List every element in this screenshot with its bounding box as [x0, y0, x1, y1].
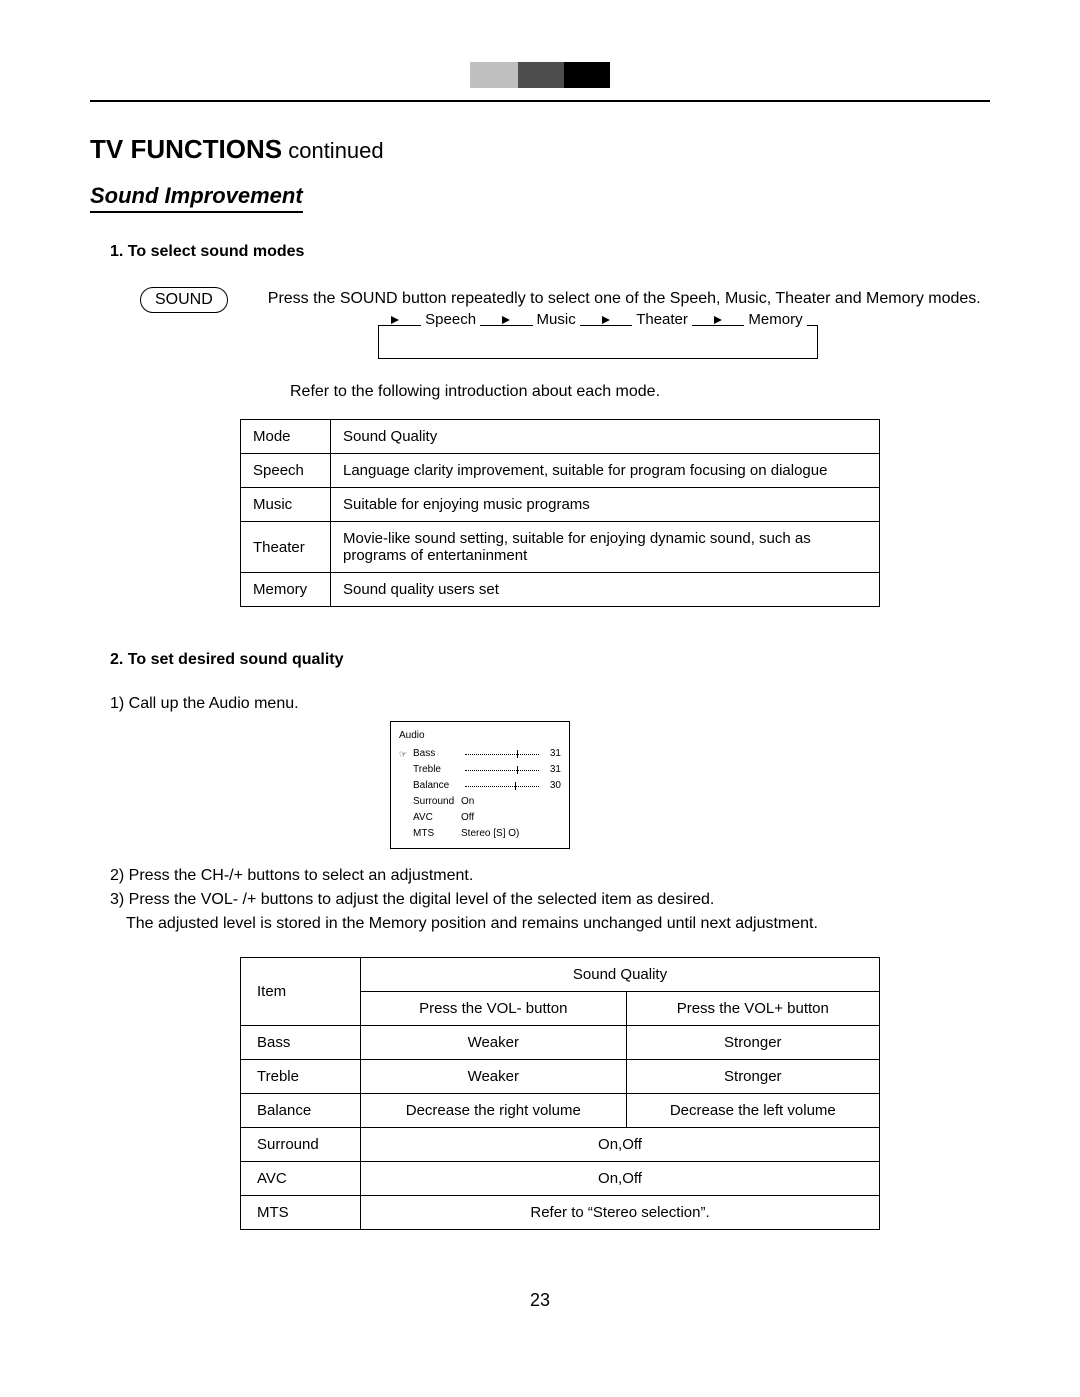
item-cell: AVC — [241, 1162, 361, 1196]
quality-head-item: Item — [241, 958, 361, 1026]
section-heading: Sound Improvement — [90, 183, 303, 213]
mode-cell: Memory — [241, 573, 331, 607]
cycle-mode-label: Speech — [421, 309, 480, 332]
audio-value: 30 — [543, 778, 561, 794]
vol-minus-cell: Decrease the right volume — [361, 1094, 627, 1128]
item-cell: MTS — [241, 1196, 361, 1230]
quality-head-minus: Press the VOL- button — [361, 992, 627, 1026]
audio-row-label: Treble — [413, 762, 461, 778]
audio-menu-row: Balance 30 — [399, 778, 561, 794]
vol-plus-cell: Stronger — [626, 1026, 879, 1060]
modes-head-quality: Sound Quality — [331, 420, 880, 454]
audio-menu-title: Audio — [399, 728, 561, 744]
sound-modes-table: Mode Sound Quality SpeechLanguage clarit… — [240, 419, 880, 607]
audio-menu-row: Treble 31 — [399, 762, 561, 778]
section1-title: 1. To select sound modes — [110, 243, 990, 261]
table-row: MTSRefer to “Stereo selection”. — [241, 1196, 880, 1230]
vol-minus-cell: Weaker — [361, 1026, 627, 1060]
table-row: TrebleWeakerStronger — [241, 1060, 880, 1094]
sound-quality-table: Item Sound Quality Press the VOL- button… — [240, 957, 880, 1230]
table-row: BalanceDecrease the right volumeDecrease… — [241, 1094, 880, 1128]
audio-value-text: Off — [461, 810, 561, 826]
quality-head-sq: Sound Quality — [361, 958, 880, 992]
audio-value-text: Stereo [S] O) — [461, 826, 561, 842]
mode-cycle-diagram: SpeechMusicTheaterMemory — [378, 325, 818, 359]
step2: 2) Press the CH-/+ buttons to select an … — [110, 867, 990, 885]
vol-plus-cell: Decrease the left volume — [626, 1094, 879, 1128]
vol-plus-cell: Stronger — [626, 1060, 879, 1094]
quality-head-plus: Press the VOL+ button — [626, 992, 879, 1026]
audio-menu-row: AVCOff — [399, 810, 561, 826]
page-number: 23 — [90, 1290, 990, 1311]
quality-cell: Sound quality users set — [331, 573, 880, 607]
quality-cell: Movie-like sound setting, suitable for e… — [331, 522, 880, 573]
sound-button-row: SOUND Press the SOUND button repeatedly … — [140, 287, 990, 359]
step1: 1) Call up the Audio menu. — [110, 695, 990, 713]
modes-head-mode: Mode — [241, 420, 331, 454]
header-rule — [90, 100, 990, 102]
page-title: TV FUNCTIONS continued — [90, 134, 990, 165]
audio-value: 31 — [543, 746, 561, 762]
step3b: The adjusted level is stored in the Memo… — [126, 915, 990, 933]
item-cell: Bass — [241, 1026, 361, 1060]
title-continued: continued — [282, 138, 384, 163]
audio-menu-row: MTSStereo [S] O) — [399, 826, 561, 842]
table-row: AVCOn,Off — [241, 1162, 880, 1196]
audio-value: 31 — [543, 762, 561, 778]
audio-value-text: On — [461, 794, 561, 810]
item-cell: Surround — [241, 1128, 361, 1162]
title-bold: TV FUNCTIONS — [90, 134, 282, 164]
page-content: TV FUNCTIONS continued Sound Improvement… — [0, 134, 1080, 1351]
item-cell: Treble — [241, 1060, 361, 1094]
item-cell: Balance — [241, 1094, 361, 1128]
mode-cell: Music — [241, 488, 331, 522]
header-redaction — [0, 0, 1080, 100]
cycle-mode-label: Music — [533, 309, 580, 332]
audio-row-label: MTS — [413, 826, 461, 842]
table-row: MemorySound quality users set — [241, 573, 880, 607]
sound-intro-text: Press the SOUND button repeatedly to sel… — [268, 287, 990, 359]
quality-span-cell: On,Off — [361, 1128, 880, 1162]
quality-span-cell: On,Off — [361, 1162, 880, 1196]
section2-title: 2. To set desired sound quality — [110, 651, 990, 669]
refer-text: Refer to the following introduction abou… — [290, 383, 990, 401]
table-row: BassWeakerStronger — [241, 1026, 880, 1060]
audio-row-label: Surround — [413, 794, 461, 810]
pointer-icon: ☞ — [399, 747, 413, 761]
cycle-mode-label: Theater — [632, 309, 692, 332]
arrow-icon — [602, 316, 610, 324]
table-row: SurroundOn,Off — [241, 1128, 880, 1162]
audio-menu-row: SurroundOn — [399, 794, 561, 810]
step3: 3) Press the VOL- /+ buttons to adjust t… — [110, 891, 990, 909]
audio-slider — [465, 786, 539, 787]
sound-button: SOUND — [140, 287, 228, 313]
audio-menu-row: ☞Bass 31 — [399, 746, 561, 762]
arrow-icon — [714, 316, 722, 324]
table-row: SpeechLanguage clarity improvement, suit… — [241, 454, 880, 488]
quality-cell: Suitable for enjoying music programs — [331, 488, 880, 522]
arrow-icon — [502, 316, 510, 324]
mode-cell: Theater — [241, 522, 331, 573]
sound-intro: Press the SOUND button repeatedly to sel… — [268, 290, 981, 307]
table-row: MusicSuitable for enjoying music program… — [241, 488, 880, 522]
audio-row-label: Balance — [413, 778, 461, 794]
quality-cell: Language clarity improvement, suitable f… — [331, 454, 880, 488]
mode-cell: Speech — [241, 454, 331, 488]
vol-minus-cell: Weaker — [361, 1060, 627, 1094]
audio-row-label: AVC — [413, 810, 461, 826]
table-row: TheaterMovie-like sound setting, suitabl… — [241, 522, 880, 573]
audio-row-label: Bass — [413, 746, 461, 762]
audio-menu-box: Audio ☞Bass31Treble31Balance30SurroundOn… — [390, 721, 570, 849]
quality-span-cell: Refer to “Stereo selection”. — [361, 1196, 880, 1230]
cycle-mode-label: Memory — [744, 309, 806, 332]
arrow-icon — [391, 316, 399, 324]
audio-slider — [465, 754, 539, 755]
audio-slider — [465, 770, 539, 771]
